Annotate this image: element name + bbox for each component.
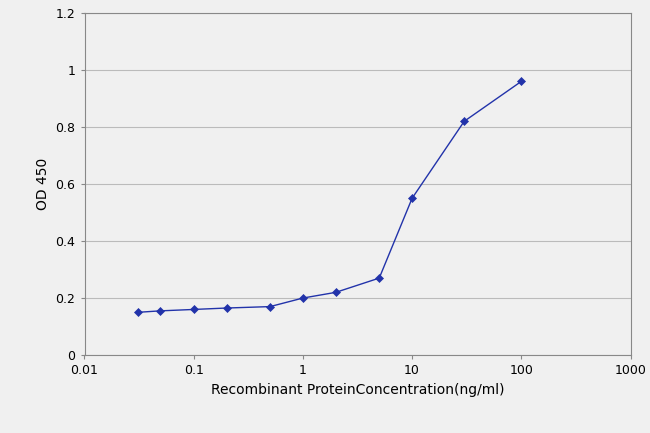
- X-axis label: Recombinant ProteinConcentration(ng/ml): Recombinant ProteinConcentration(ng/ml): [211, 383, 504, 397]
- Y-axis label: OD 450: OD 450: [36, 158, 50, 210]
